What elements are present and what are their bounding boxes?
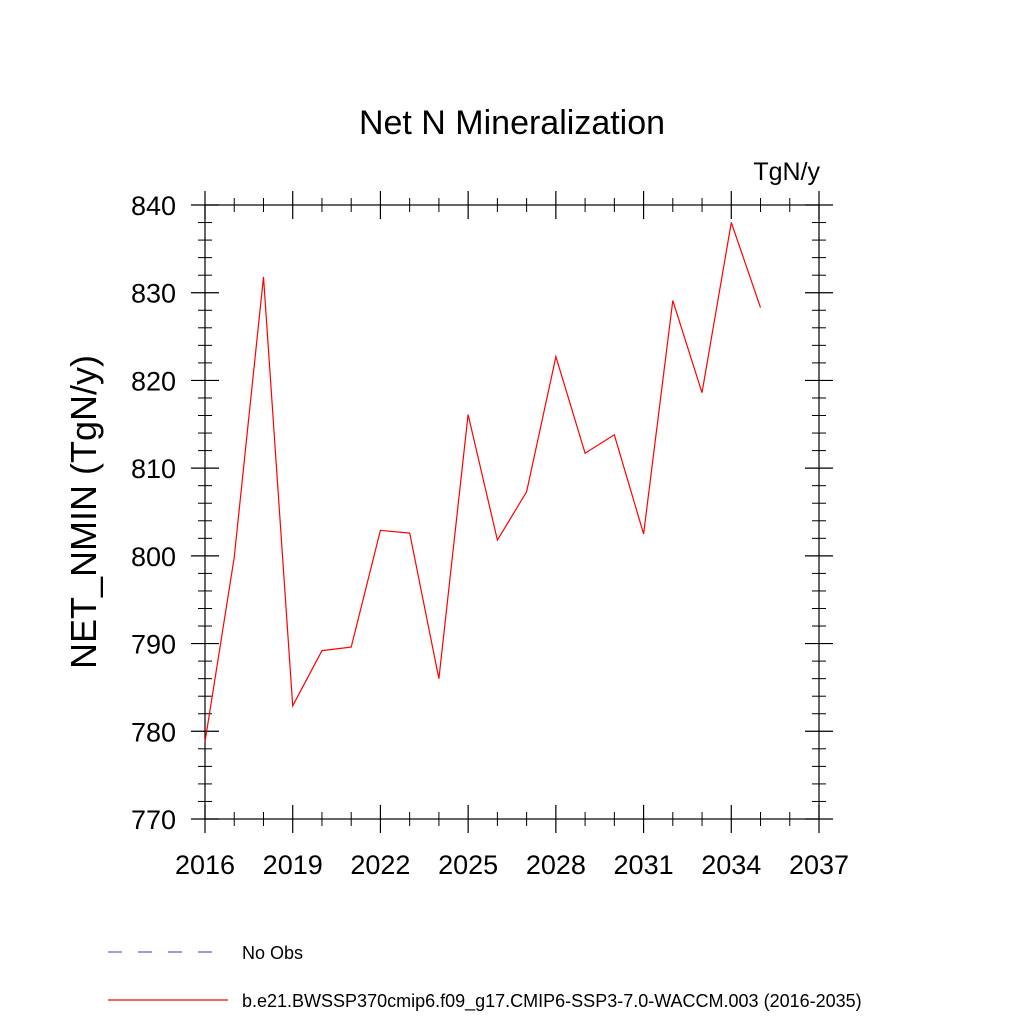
legend: No Obs b.e21.BWSSP370cmip6.f09_g17.CMIP6-… [108,943,862,1012]
y-tick-label: 770 [131,805,176,835]
x-tick-labels: 2016 2019 2022 2025 2028 2031 2034 2037 [175,850,849,880]
y-tick-labels: 770 780 790 800 810 820 830 840 [131,191,176,835]
chart-title: Net N Mineralization [359,104,665,142]
x-tick-label: 2031 [614,850,674,880]
y-tick-label: 780 [131,717,176,747]
units-label: TgN/y [753,158,820,186]
legend-label: b.e21.BWSSP370cmip6.f09_g17.CMIP6-SSP3-7… [242,991,862,1012]
x-tick-label: 2037 [789,850,849,880]
y-tick-label: 820 [131,366,176,396]
series-layer [204,222,762,742]
x-tick-label: 2025 [438,850,498,880]
axis-ticks [191,191,833,833]
x-tick-label: 2034 [701,850,761,880]
x-tick-label: 2028 [526,850,586,880]
y-tick-label: 840 [131,191,176,221]
plot-frame [204,204,820,820]
y-tick-label: 800 [131,542,176,572]
y-tick-label: 830 [131,279,176,309]
x-tick-label: 2022 [350,850,410,880]
y-axis-label: NET_NMIN (TgN/y) [63,355,104,669]
y-tick-label: 790 [131,630,176,660]
series-line [204,222,762,742]
legend-label: No Obs [242,943,303,963]
x-tick-label: 2016 [175,850,235,880]
x-tick-label: 2019 [263,850,323,880]
y-tick-label: 810 [131,454,176,484]
